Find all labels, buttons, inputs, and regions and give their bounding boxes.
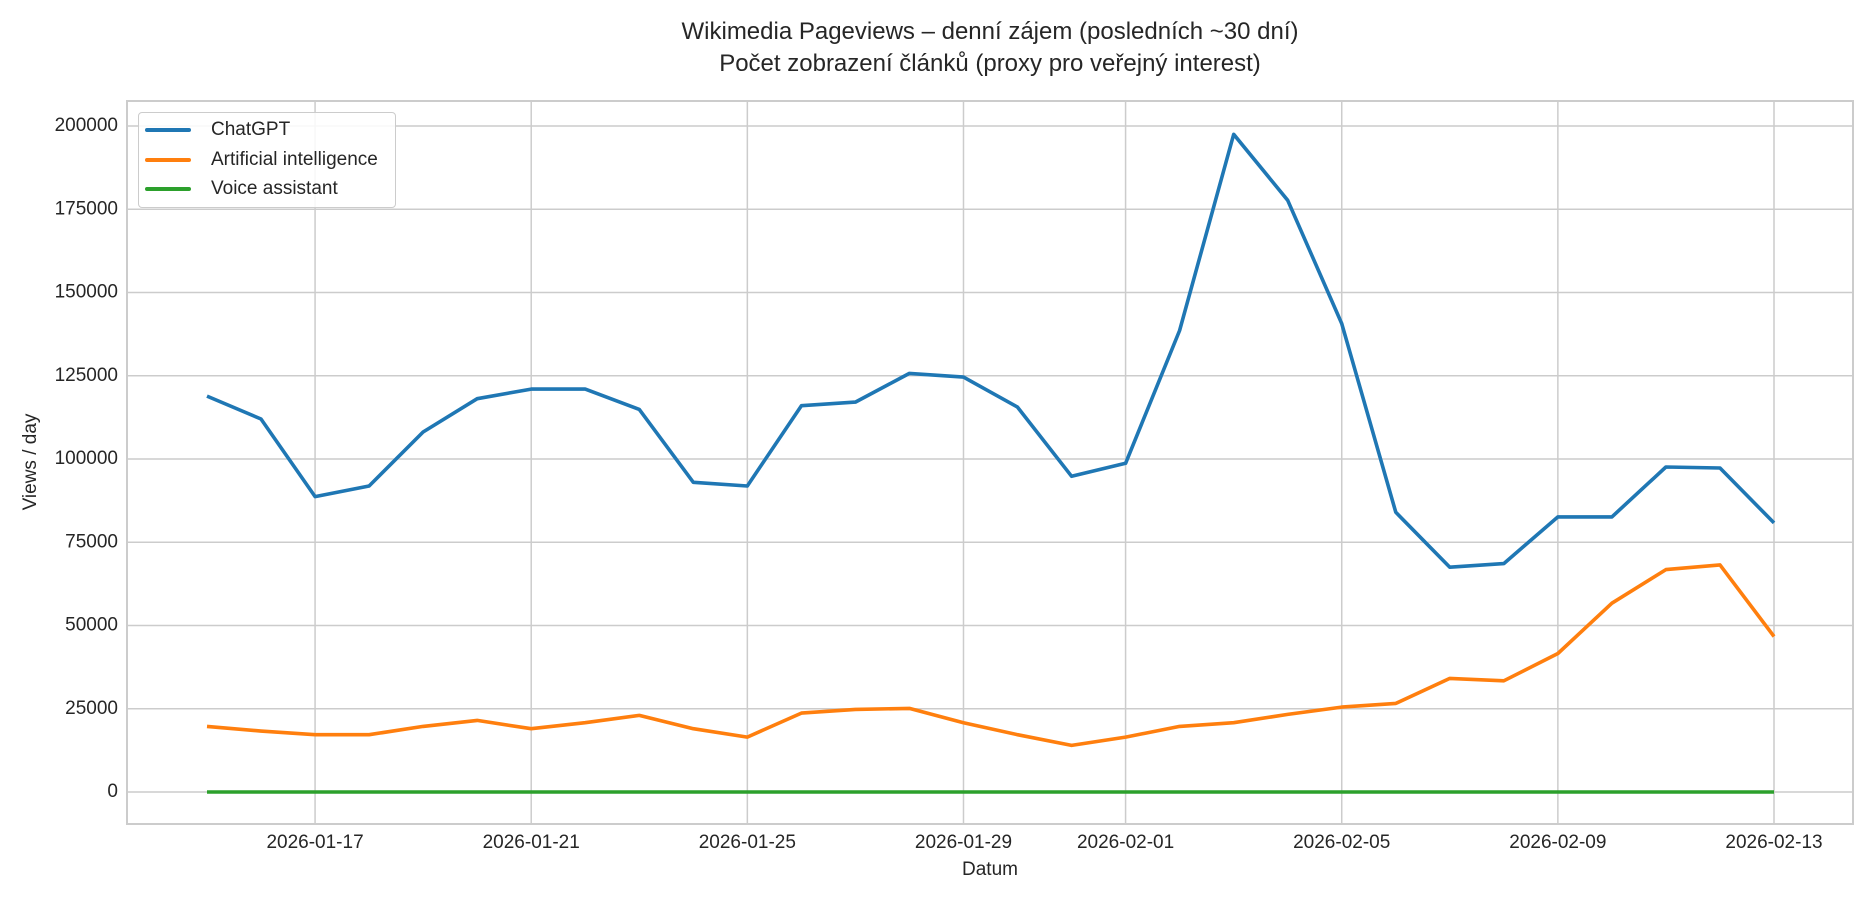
- y-axis-label: Views / day: [20, 413, 41, 510]
- chart-subtitle: Počet zobrazení článků (proxy pro veřejn…: [719, 50, 1261, 77]
- x-tick-label: 2026-01-21: [483, 832, 580, 853]
- x-tick-label: 2026-02-09: [1509, 832, 1606, 853]
- plot-frame: [126, 100, 1854, 825]
- legend-swatch-chatgpt: [145, 128, 191, 132]
- x-tick-label: 2026-01-29: [915, 832, 1012, 853]
- legend-swatch-voice: [145, 187, 191, 191]
- x-tick-label: 2026-01-25: [699, 832, 796, 853]
- y-axis-ticks: 0 25000 50000 75000 100000 125000 150000 175000…: [55, 115, 118, 802]
- x-tick-label: 2026-02-01: [1077, 832, 1174, 853]
- legend-label: ChatGPT: [211, 119, 291, 140]
- y-tick-label: 75000: [65, 531, 118, 552]
- grid-lines: [127, 101, 1853, 824]
- chart-title: Wikimedia Pageviews – denní zájem (posle…: [681, 18, 1299, 45]
- legend-label: Voice assistant: [211, 178, 338, 199]
- legend-swatch-ai: [145, 158, 191, 162]
- y-tick-label: 125000: [55, 365, 118, 386]
- y-tick-label: 175000: [55, 198, 118, 219]
- series-line-artificial-intelligence: [206, 563, 1776, 748]
- legend-item-voice-assistant: Voice assistant: [145, 176, 338, 202]
- x-axis-label: Datum: [962, 859, 1018, 880]
- legend-label: Artificial intelligence: [211, 149, 378, 170]
- legend-item-artificial-intelligence: Artificial intelligence: [145, 147, 378, 173]
- legend: ChatGPT Artificial intelligence Voice as…: [138, 112, 396, 208]
- y-tick-label: 100000: [55, 448, 118, 469]
- series-lines: [206, 132, 1776, 794]
- y-tick-label: 25000: [65, 698, 118, 719]
- x-tick-label: 2026-02-05: [1293, 832, 1390, 853]
- y-tick-label: 50000: [65, 615, 118, 636]
- y-tick-label: 0: [107, 781, 118, 802]
- y-tick-label: 150000: [55, 282, 118, 303]
- x-tick-label: 2026-01-17: [266, 832, 363, 853]
- legend-item-chatgpt: ChatGPT: [145, 117, 290, 143]
- x-tick-label: 2026-02-13: [1725, 832, 1822, 853]
- y-tick-label: 200000: [55, 115, 118, 136]
- series-line-chatgpt: [206, 132, 1776, 570]
- x-axis-ticks: 2026-01-17 2026-01-21 2026-01-25 2026-01-29…: [266, 832, 1822, 853]
